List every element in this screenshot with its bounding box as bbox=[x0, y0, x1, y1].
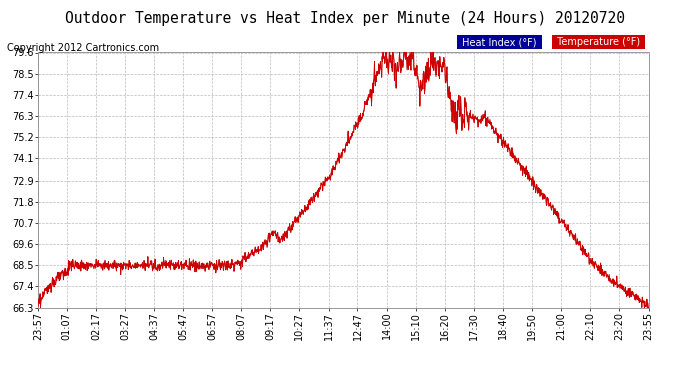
Text: Temperature (°F): Temperature (°F) bbox=[554, 38, 643, 47]
Text: Heat Index (°F): Heat Index (°F) bbox=[460, 38, 540, 47]
Text: Outdoor Temperature vs Heat Index per Minute (24 Hours) 20120720: Outdoor Temperature vs Heat Index per Mi… bbox=[65, 11, 625, 26]
Text: Copyright 2012 Cartronics.com: Copyright 2012 Cartronics.com bbox=[7, 43, 159, 53]
